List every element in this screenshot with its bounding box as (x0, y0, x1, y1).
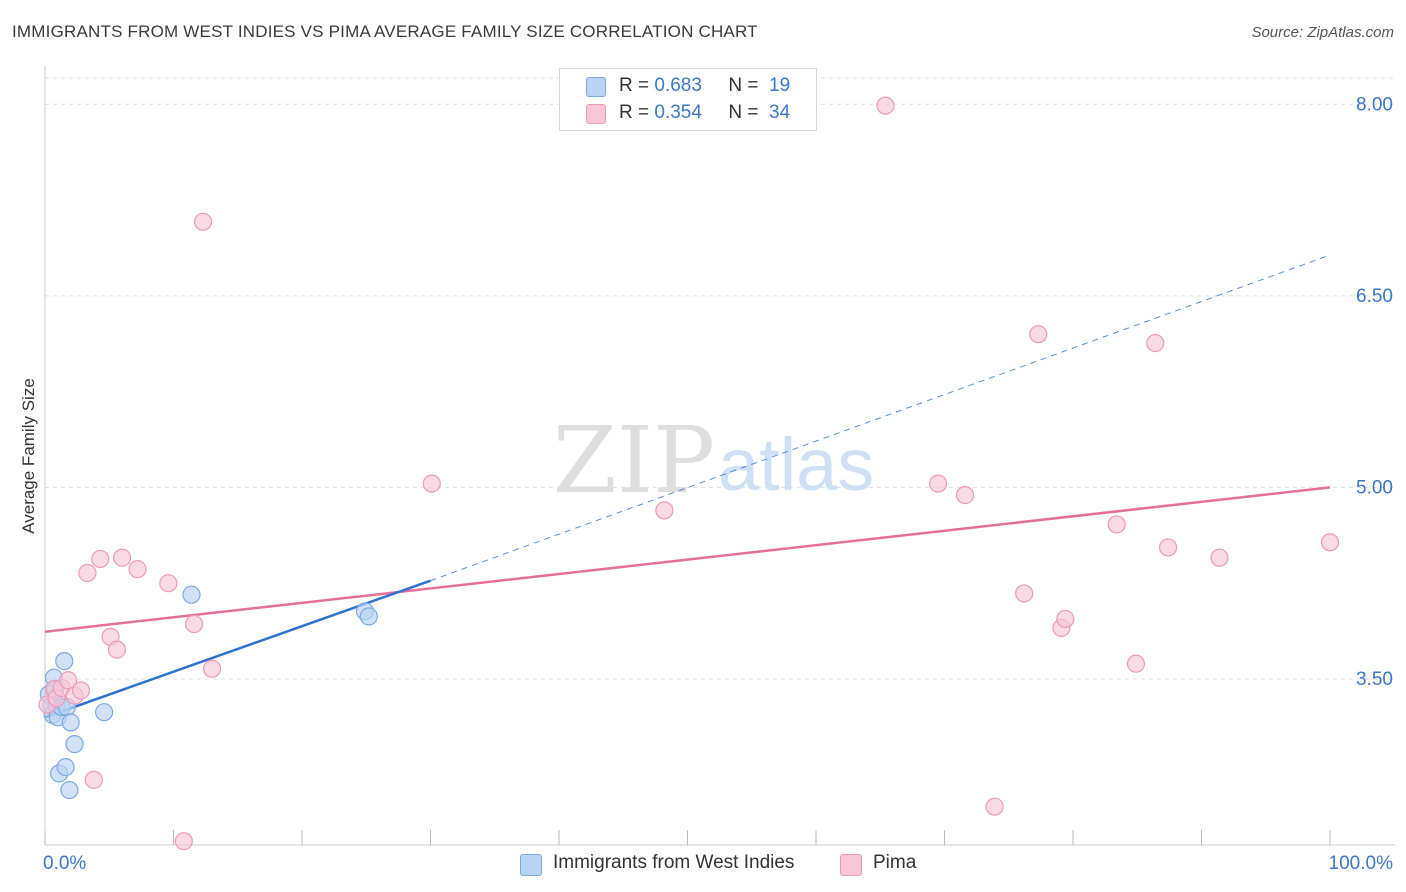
gridlines (45, 77, 1395, 680)
tick-labels: 3.50 5.00 6.50 8.00 0.0% 100.0% (43, 94, 1393, 874)
trend-line-west-indies (44, 579, 431, 719)
point-pima (955, 485, 975, 505)
point-pima (59, 671, 78, 690)
axes (44, 66, 1395, 846)
chart-title: IMMIGRANTS FROM WEST INDIES VS PIMA AVER… (12, 22, 758, 41)
point-west-indies (61, 713, 80, 732)
point-pima (1320, 533, 1340, 552)
point-pima (107, 640, 127, 659)
x-tick-label-max: 100.0% (1329, 853, 1394, 874)
watermark: ZIP atlas (553, 407, 874, 514)
point-pima (655, 501, 674, 520)
point-west-indies (359, 607, 378, 626)
y-tick-label: 8.00 (1356, 94, 1393, 115)
point-pima (1107, 515, 1126, 534)
legend-swatch-blue (586, 77, 606, 97)
legend-r-label: R = (619, 75, 650, 96)
point-west-indies (182, 585, 201, 604)
point-pima (1210, 548, 1229, 567)
point-pima (193, 212, 213, 231)
point-pima (876, 96, 895, 115)
legend: R = 0.683 N = 19 R = 0.354 N = 34 (559, 68, 817, 131)
watermark-atlas: atlas (718, 423, 874, 506)
point-pima (985, 797, 1004, 816)
legend-r-label: R = (619, 102, 650, 123)
trend-line-west-indies-extrapolated (430, 254, 1331, 582)
legend-r-value: 0.683 (654, 75, 702, 96)
point-pima (928, 474, 948, 493)
point-west-indies (95, 703, 114, 722)
legend-n-label: N = (728, 75, 759, 96)
point-pima (202, 659, 222, 678)
point-west-indies (60, 780, 79, 800)
point-pima (112, 548, 132, 567)
point-pima (184, 614, 204, 634)
point-pima (71, 681, 91, 700)
point-pima (128, 560, 147, 579)
y-tick-label: 5.00 (1356, 477, 1393, 498)
point-pima (1015, 584, 1034, 603)
legend-swatch-pink (586, 104, 606, 124)
point-west-indies (56, 757, 75, 777)
point-west-indies (65, 735, 84, 754)
point-pima (422, 474, 441, 493)
legend-n-value: 34 (769, 102, 791, 123)
point-pima (78, 563, 97, 583)
watermark-zip: ZIP (553, 407, 715, 514)
point-pima (1056, 609, 1075, 629)
source-label: Source: ZipAtlas.com (1251, 24, 1394, 41)
bottom-legend-label: Immigrants from West Indies (553, 852, 795, 873)
legend-n-value: 19 (769, 75, 791, 96)
point-pima (84, 770, 103, 789)
x-tick-label-min: 0.0% (43, 853, 86, 874)
point-west-indies (55, 652, 74, 671)
bottom-legend-swatch-pink (840, 854, 862, 876)
data-points (38, 96, 1340, 851)
point-pima (1158, 538, 1178, 557)
point-pima (91, 549, 110, 569)
point-pima (1126, 654, 1146, 673)
bottom-legend-label: Pima (873, 852, 917, 873)
y-tick-label: 3.50 (1356, 669, 1393, 690)
point-pima (1146, 334, 1165, 353)
trend-line-pima (44, 486, 1331, 633)
point-pima (174, 832, 193, 851)
y-axis-label: Average Family Size (19, 378, 38, 534)
y-tick-label: 6.50 (1356, 286, 1393, 307)
legend-n-label: N = (728, 102, 759, 123)
legend-r-value: 0.354 (654, 102, 702, 123)
bottom-legend-swatch-blue (520, 854, 542, 876)
point-pima (159, 574, 178, 593)
point-pima (1029, 325, 1048, 344)
